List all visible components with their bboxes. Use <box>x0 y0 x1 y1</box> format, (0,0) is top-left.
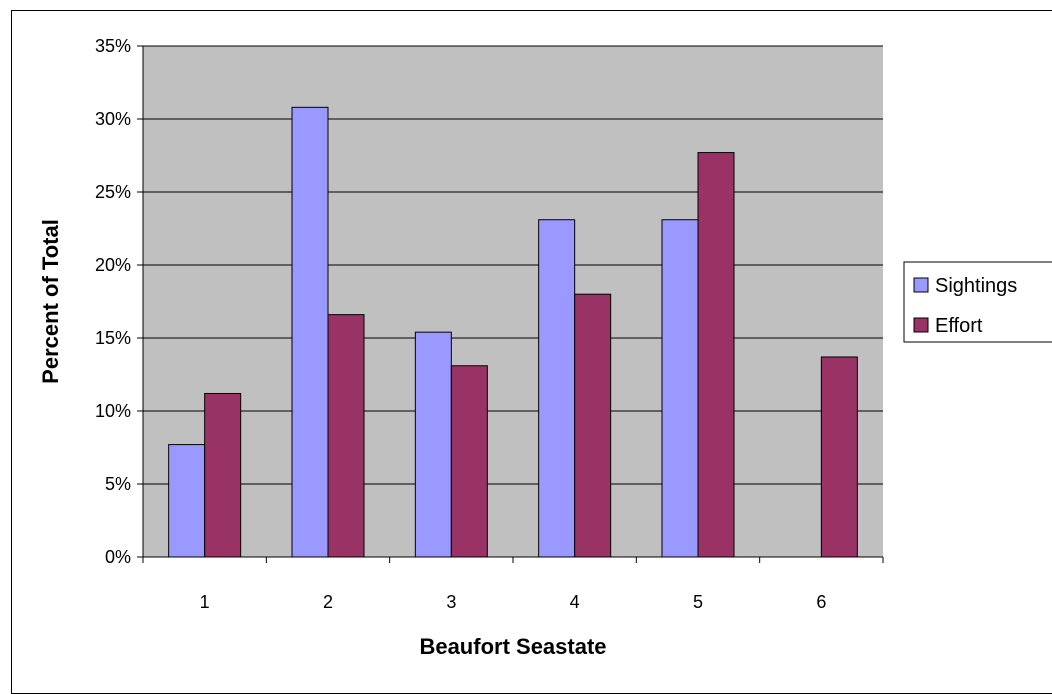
bar-sightings-1 <box>168 444 206 558</box>
bar-effort-1 <box>204 392 242 558</box>
bar-effort-3 <box>450 365 488 558</box>
x-tick-label: 3 <box>446 592 456 612</box>
bar-effort-2 <box>327 314 365 558</box>
x-tick-label: 4 <box>570 592 580 612</box>
x-tick-label: 6 <box>816 592 826 612</box>
x-tick-label: 1 <box>200 592 210 612</box>
y-tick-label: 25% <box>95 182 131 202</box>
bars <box>168 106 858 558</box>
bar-sightings-5 <box>661 219 699 558</box>
axes <box>137 45 884 563</box>
x-tick-labels: 1 2 3 4 5 6 <box>200 592 827 612</box>
legend-swatch-sightings <box>913 277 929 293</box>
legend-box <box>903 261 1052 343</box>
y-axis-title: Percent of Total <box>38 219 63 384</box>
bar-effort-6 <box>820 356 858 558</box>
plot-area <box>143 46 883 557</box>
y-tick-label: 35% <box>95 36 131 56</box>
bar-effort-5 <box>697 152 735 558</box>
y-tick-label: 20% <box>95 255 131 275</box>
y-tick-label: 15% <box>95 328 131 348</box>
bar-effort-4 <box>574 293 612 558</box>
y-tick-label: 0% <box>105 547 131 567</box>
bar-sightings-2 <box>291 106 329 558</box>
y-tick-label: 30% <box>95 109 131 129</box>
bar-sightings-3 <box>414 331 452 558</box>
y-tick-label: 10% <box>95 401 131 421</box>
x-axis-title: Beaufort Seastate <box>419 634 606 659</box>
y-tick-labels: 0% 5% 10% 15% 20% 25% 30% 35% <box>95 36 131 567</box>
bar-sightings-4 <box>538 219 576 558</box>
x-tick-label: 2 <box>323 592 333 612</box>
legend-swatch-effort <box>913 317 929 333</box>
legend: Sightings Effort <box>903 261 1052 343</box>
gridlines <box>143 45 883 485</box>
legend-label-sightings: Sightings <box>935 275 1017 297</box>
x-tick-label: 5 <box>693 592 703 612</box>
legend-label-effort: Effort <box>935 315 983 337</box>
y-tick-label: 5% <box>105 474 131 494</box>
